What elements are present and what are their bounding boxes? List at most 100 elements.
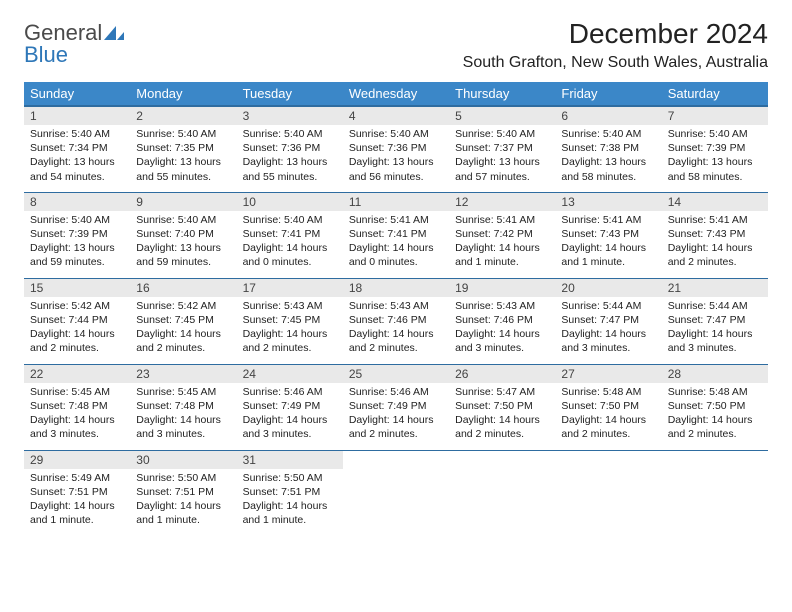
- calendar-cell: 15Sunrise: 5:42 AMSunset: 7:44 PMDayligh…: [24, 278, 130, 364]
- calendar-cell: 23Sunrise: 5:45 AMSunset: 7:48 PMDayligh…: [130, 364, 236, 450]
- sunrise-text: Sunrise: 5:50 AM: [136, 471, 230, 485]
- weekday-header: Wednesday: [343, 82, 449, 106]
- sunset-text: Sunset: 7:43 PM: [561, 227, 655, 241]
- sunrise-text: Sunrise: 5:40 AM: [243, 213, 337, 227]
- calendar-cell: 24Sunrise: 5:46 AMSunset: 7:49 PMDayligh…: [237, 364, 343, 450]
- day-number: 27: [555, 365, 661, 383]
- sunset-text: Sunset: 7:46 PM: [349, 313, 443, 327]
- day-data: Sunrise: 5:46 AMSunset: 7:49 PMDaylight:…: [237, 383, 343, 446]
- sunset-text: Sunset: 7:43 PM: [668, 227, 762, 241]
- day-data: Sunrise: 5:45 AMSunset: 7:48 PMDaylight:…: [130, 383, 236, 446]
- day-number: 17: [237, 279, 343, 297]
- daylight-text: Daylight: 14 hours and 3 minutes.: [561, 327, 655, 355]
- sunrise-text: Sunrise: 5:40 AM: [668, 127, 762, 141]
- sunset-text: Sunset: 7:50 PM: [455, 399, 549, 413]
- sunset-text: Sunset: 7:48 PM: [30, 399, 124, 413]
- daylight-text: Daylight: 13 hours and 56 minutes.: [349, 155, 443, 183]
- calendar-cell: 10Sunrise: 5:40 AMSunset: 7:41 PMDayligh…: [237, 192, 343, 278]
- calendar-row: 8Sunrise: 5:40 AMSunset: 7:39 PMDaylight…: [24, 192, 768, 278]
- day-data: Sunrise: 5:42 AMSunset: 7:44 PMDaylight:…: [24, 297, 130, 360]
- sunrise-text: Sunrise: 5:44 AM: [561, 299, 655, 313]
- sunset-text: Sunset: 7:41 PM: [243, 227, 337, 241]
- calendar-cell: 29Sunrise: 5:49 AMSunset: 7:51 PMDayligh…: [24, 450, 130, 536]
- day-data: Sunrise: 5:40 AMSunset: 7:36 PMDaylight:…: [343, 125, 449, 188]
- sunset-text: Sunset: 7:39 PM: [668, 141, 762, 155]
- calendar-cell: 5Sunrise: 5:40 AMSunset: 7:37 PMDaylight…: [449, 106, 555, 192]
- daylight-text: Daylight: 14 hours and 1 minute.: [561, 241, 655, 269]
- day-data: Sunrise: 5:49 AMSunset: 7:51 PMDaylight:…: [24, 469, 130, 532]
- day-data: Sunrise: 5:44 AMSunset: 7:47 PMDaylight:…: [662, 297, 768, 360]
- sunset-text: Sunset: 7:37 PM: [455, 141, 549, 155]
- day-number: 23: [130, 365, 236, 383]
- brand-logo: General Blue: [24, 22, 124, 66]
- calendar-cell: 14Sunrise: 5:41 AMSunset: 7:43 PMDayligh…: [662, 192, 768, 278]
- day-data: Sunrise: 5:50 AMSunset: 7:51 PMDaylight:…: [130, 469, 236, 532]
- daylight-text: Daylight: 14 hours and 2 minutes.: [668, 413, 762, 441]
- sunset-text: Sunset: 7:51 PM: [30, 485, 124, 499]
- sunrise-text: Sunrise: 5:45 AM: [136, 385, 230, 399]
- daylight-text: Daylight: 14 hours and 3 minutes.: [668, 327, 762, 355]
- sunrise-text: Sunrise: 5:43 AM: [349, 299, 443, 313]
- day-number: 16: [130, 279, 236, 297]
- calendar-cell: [662, 450, 768, 536]
- sunset-text: Sunset: 7:45 PM: [243, 313, 337, 327]
- calendar-cell: 11Sunrise: 5:41 AMSunset: 7:41 PMDayligh…: [343, 192, 449, 278]
- calendar-cell: 25Sunrise: 5:46 AMSunset: 7:49 PMDayligh…: [343, 364, 449, 450]
- calendar-cell: 9Sunrise: 5:40 AMSunset: 7:40 PMDaylight…: [130, 192, 236, 278]
- day-number: 9: [130, 193, 236, 211]
- day-number: 29: [24, 451, 130, 469]
- brand-word2: Blue: [24, 42, 68, 67]
- day-data: Sunrise: 5:40 AMSunset: 7:39 PMDaylight:…: [662, 125, 768, 188]
- sunrise-text: Sunrise: 5:40 AM: [349, 127, 443, 141]
- calendar-cell: [555, 450, 661, 536]
- daylight-text: Daylight: 14 hours and 2 minutes.: [349, 413, 443, 441]
- sunset-text: Sunset: 7:47 PM: [561, 313, 655, 327]
- day-number: 3: [237, 107, 343, 125]
- calendar-cell: 19Sunrise: 5:43 AMSunset: 7:46 PMDayligh…: [449, 278, 555, 364]
- day-number: 24: [237, 365, 343, 383]
- sunrise-text: Sunrise: 5:50 AM: [243, 471, 337, 485]
- sunset-text: Sunset: 7:48 PM: [136, 399, 230, 413]
- day-number: 30: [130, 451, 236, 469]
- day-number: 2: [130, 107, 236, 125]
- page-header: General Blue December 2024 South Grafton…: [24, 18, 768, 72]
- day-data: Sunrise: 5:43 AMSunset: 7:46 PMDaylight:…: [449, 297, 555, 360]
- day-number: 12: [449, 193, 555, 211]
- day-number: 10: [237, 193, 343, 211]
- day-data: Sunrise: 5:44 AMSunset: 7:47 PMDaylight:…: [555, 297, 661, 360]
- weekday-header: Monday: [130, 82, 236, 106]
- calendar-cell: 18Sunrise: 5:43 AMSunset: 7:46 PMDayligh…: [343, 278, 449, 364]
- day-number: 11: [343, 193, 449, 211]
- sunset-text: Sunset: 7:49 PM: [349, 399, 443, 413]
- sunrise-text: Sunrise: 5:42 AM: [136, 299, 230, 313]
- sunrise-text: Sunrise: 5:46 AM: [349, 385, 443, 399]
- sunset-text: Sunset: 7:35 PM: [136, 141, 230, 155]
- day-number: 19: [449, 279, 555, 297]
- day-data: Sunrise: 5:40 AMSunset: 7:34 PMDaylight:…: [24, 125, 130, 188]
- calendar-cell: [449, 450, 555, 536]
- sunset-text: Sunset: 7:49 PM: [243, 399, 337, 413]
- day-data: Sunrise: 5:40 AMSunset: 7:37 PMDaylight:…: [449, 125, 555, 188]
- day-data: Sunrise: 5:50 AMSunset: 7:51 PMDaylight:…: [237, 469, 343, 532]
- day-number: 31: [237, 451, 343, 469]
- sunset-text: Sunset: 7:42 PM: [455, 227, 549, 241]
- day-data: Sunrise: 5:41 AMSunset: 7:41 PMDaylight:…: [343, 211, 449, 274]
- sunrise-text: Sunrise: 5:40 AM: [30, 127, 124, 141]
- calendar-header-row: Sunday Monday Tuesday Wednesday Thursday…: [24, 82, 768, 106]
- sunset-text: Sunset: 7:47 PM: [668, 313, 762, 327]
- calendar-row: 22Sunrise: 5:45 AMSunset: 7:48 PMDayligh…: [24, 364, 768, 450]
- day-number: 21: [662, 279, 768, 297]
- weekday-header: Tuesday: [237, 82, 343, 106]
- daylight-text: Daylight: 14 hours and 2 minutes.: [349, 327, 443, 355]
- sunrise-text: Sunrise: 5:40 AM: [455, 127, 549, 141]
- day-number: 20: [555, 279, 661, 297]
- sunset-text: Sunset: 7:36 PM: [349, 141, 443, 155]
- daylight-text: Daylight: 14 hours and 1 minute.: [30, 499, 124, 527]
- sunrise-text: Sunrise: 5:49 AM: [30, 471, 124, 485]
- day-data: Sunrise: 5:43 AMSunset: 7:45 PMDaylight:…: [237, 297, 343, 360]
- weekday-header: Sunday: [24, 82, 130, 106]
- daylight-text: Daylight: 14 hours and 1 minute.: [136, 499, 230, 527]
- calendar-cell: 17Sunrise: 5:43 AMSunset: 7:45 PMDayligh…: [237, 278, 343, 364]
- calendar-cell: [343, 450, 449, 536]
- daylight-text: Daylight: 14 hours and 2 minutes.: [455, 413, 549, 441]
